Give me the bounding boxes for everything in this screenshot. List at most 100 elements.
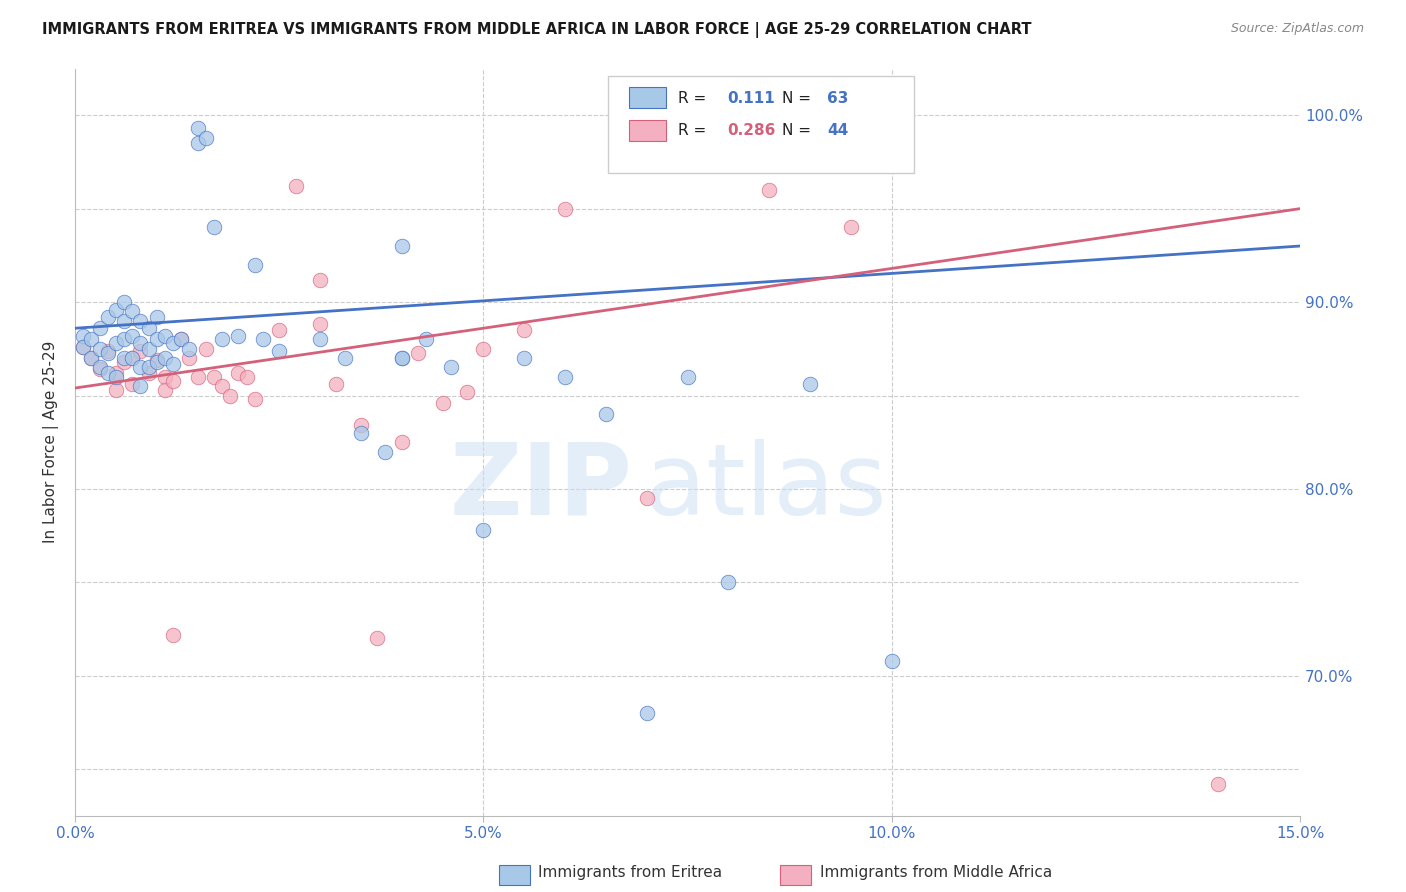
Text: R =: R = xyxy=(678,91,711,106)
Point xyxy=(799,377,821,392)
Point xyxy=(104,369,127,384)
Point xyxy=(89,362,111,376)
Point xyxy=(121,304,143,318)
Point xyxy=(325,377,347,392)
Point xyxy=(145,355,167,369)
FancyBboxPatch shape xyxy=(607,76,914,173)
Point xyxy=(89,321,111,335)
Point xyxy=(391,351,413,365)
Point xyxy=(415,333,437,347)
Y-axis label: In Labor Force | Age 25-29: In Labor Force | Age 25-29 xyxy=(44,341,59,543)
Point xyxy=(350,425,373,440)
Point xyxy=(676,369,699,384)
Point xyxy=(758,183,780,197)
Point xyxy=(80,351,103,365)
Point xyxy=(440,360,463,375)
Point xyxy=(187,136,209,151)
Point xyxy=(97,343,120,358)
Point xyxy=(252,333,274,347)
Point xyxy=(839,220,862,235)
Point xyxy=(145,333,167,347)
Point xyxy=(269,343,291,358)
Point xyxy=(187,121,209,136)
Point xyxy=(202,369,225,384)
Point xyxy=(97,366,120,380)
Point xyxy=(145,353,167,368)
Point xyxy=(456,384,478,399)
Text: 63: 63 xyxy=(827,91,849,106)
Point xyxy=(138,321,160,335)
Point xyxy=(112,351,135,365)
Point xyxy=(406,345,429,359)
Point xyxy=(350,418,373,433)
Point xyxy=(162,336,184,351)
Point xyxy=(284,179,307,194)
Text: 0.286: 0.286 xyxy=(727,123,775,138)
Point xyxy=(129,314,152,328)
Text: 44: 44 xyxy=(827,123,848,138)
Point xyxy=(138,366,160,380)
Point xyxy=(717,575,740,590)
Point xyxy=(211,379,233,393)
Point xyxy=(80,333,103,347)
Point xyxy=(170,333,193,347)
Point xyxy=(243,392,266,407)
Point xyxy=(513,351,536,365)
Point xyxy=(187,369,209,384)
Point xyxy=(89,360,111,375)
Point xyxy=(194,342,217,356)
Point xyxy=(219,388,242,402)
Point xyxy=(121,351,143,365)
Point xyxy=(595,407,617,421)
Point xyxy=(391,435,413,450)
Point xyxy=(243,258,266,272)
Point xyxy=(129,336,152,351)
Point xyxy=(880,654,903,668)
Point xyxy=(129,360,152,375)
Point xyxy=(211,333,233,347)
Point xyxy=(472,523,495,537)
Text: R =: R = xyxy=(678,123,711,138)
Point xyxy=(554,202,576,216)
Text: 0.111: 0.111 xyxy=(727,91,775,106)
Text: Immigrants from Middle Africa: Immigrants from Middle Africa xyxy=(820,865,1052,880)
Point xyxy=(72,340,94,354)
Point xyxy=(153,383,176,397)
Point xyxy=(391,239,413,253)
Point xyxy=(104,336,127,351)
Point xyxy=(366,632,388,646)
Text: ZIP: ZIP xyxy=(450,439,633,535)
Point xyxy=(145,310,167,324)
Point xyxy=(162,628,184,642)
Point xyxy=(309,318,332,332)
Point xyxy=(112,295,135,310)
Point xyxy=(97,310,120,324)
Point xyxy=(636,491,658,506)
Point xyxy=(153,369,176,384)
Point xyxy=(112,314,135,328)
Point xyxy=(129,343,152,358)
Point xyxy=(89,342,111,356)
Point xyxy=(72,328,94,343)
Text: N =: N = xyxy=(782,91,815,106)
Point xyxy=(162,374,184,388)
Point xyxy=(80,351,103,365)
Text: N =: N = xyxy=(782,123,815,138)
Point xyxy=(138,342,160,356)
Point xyxy=(1208,777,1230,791)
Point xyxy=(554,369,576,384)
Point xyxy=(309,333,332,347)
Point xyxy=(513,323,536,337)
Point xyxy=(112,355,135,369)
Point xyxy=(333,351,356,365)
FancyBboxPatch shape xyxy=(628,87,665,108)
Point xyxy=(235,369,257,384)
Point xyxy=(179,351,201,365)
Point xyxy=(97,345,120,359)
Point xyxy=(121,351,143,365)
Point xyxy=(153,328,176,343)
Point xyxy=(309,273,332,287)
Text: atlas: atlas xyxy=(645,439,886,535)
Point xyxy=(104,383,127,397)
Point xyxy=(179,342,201,356)
